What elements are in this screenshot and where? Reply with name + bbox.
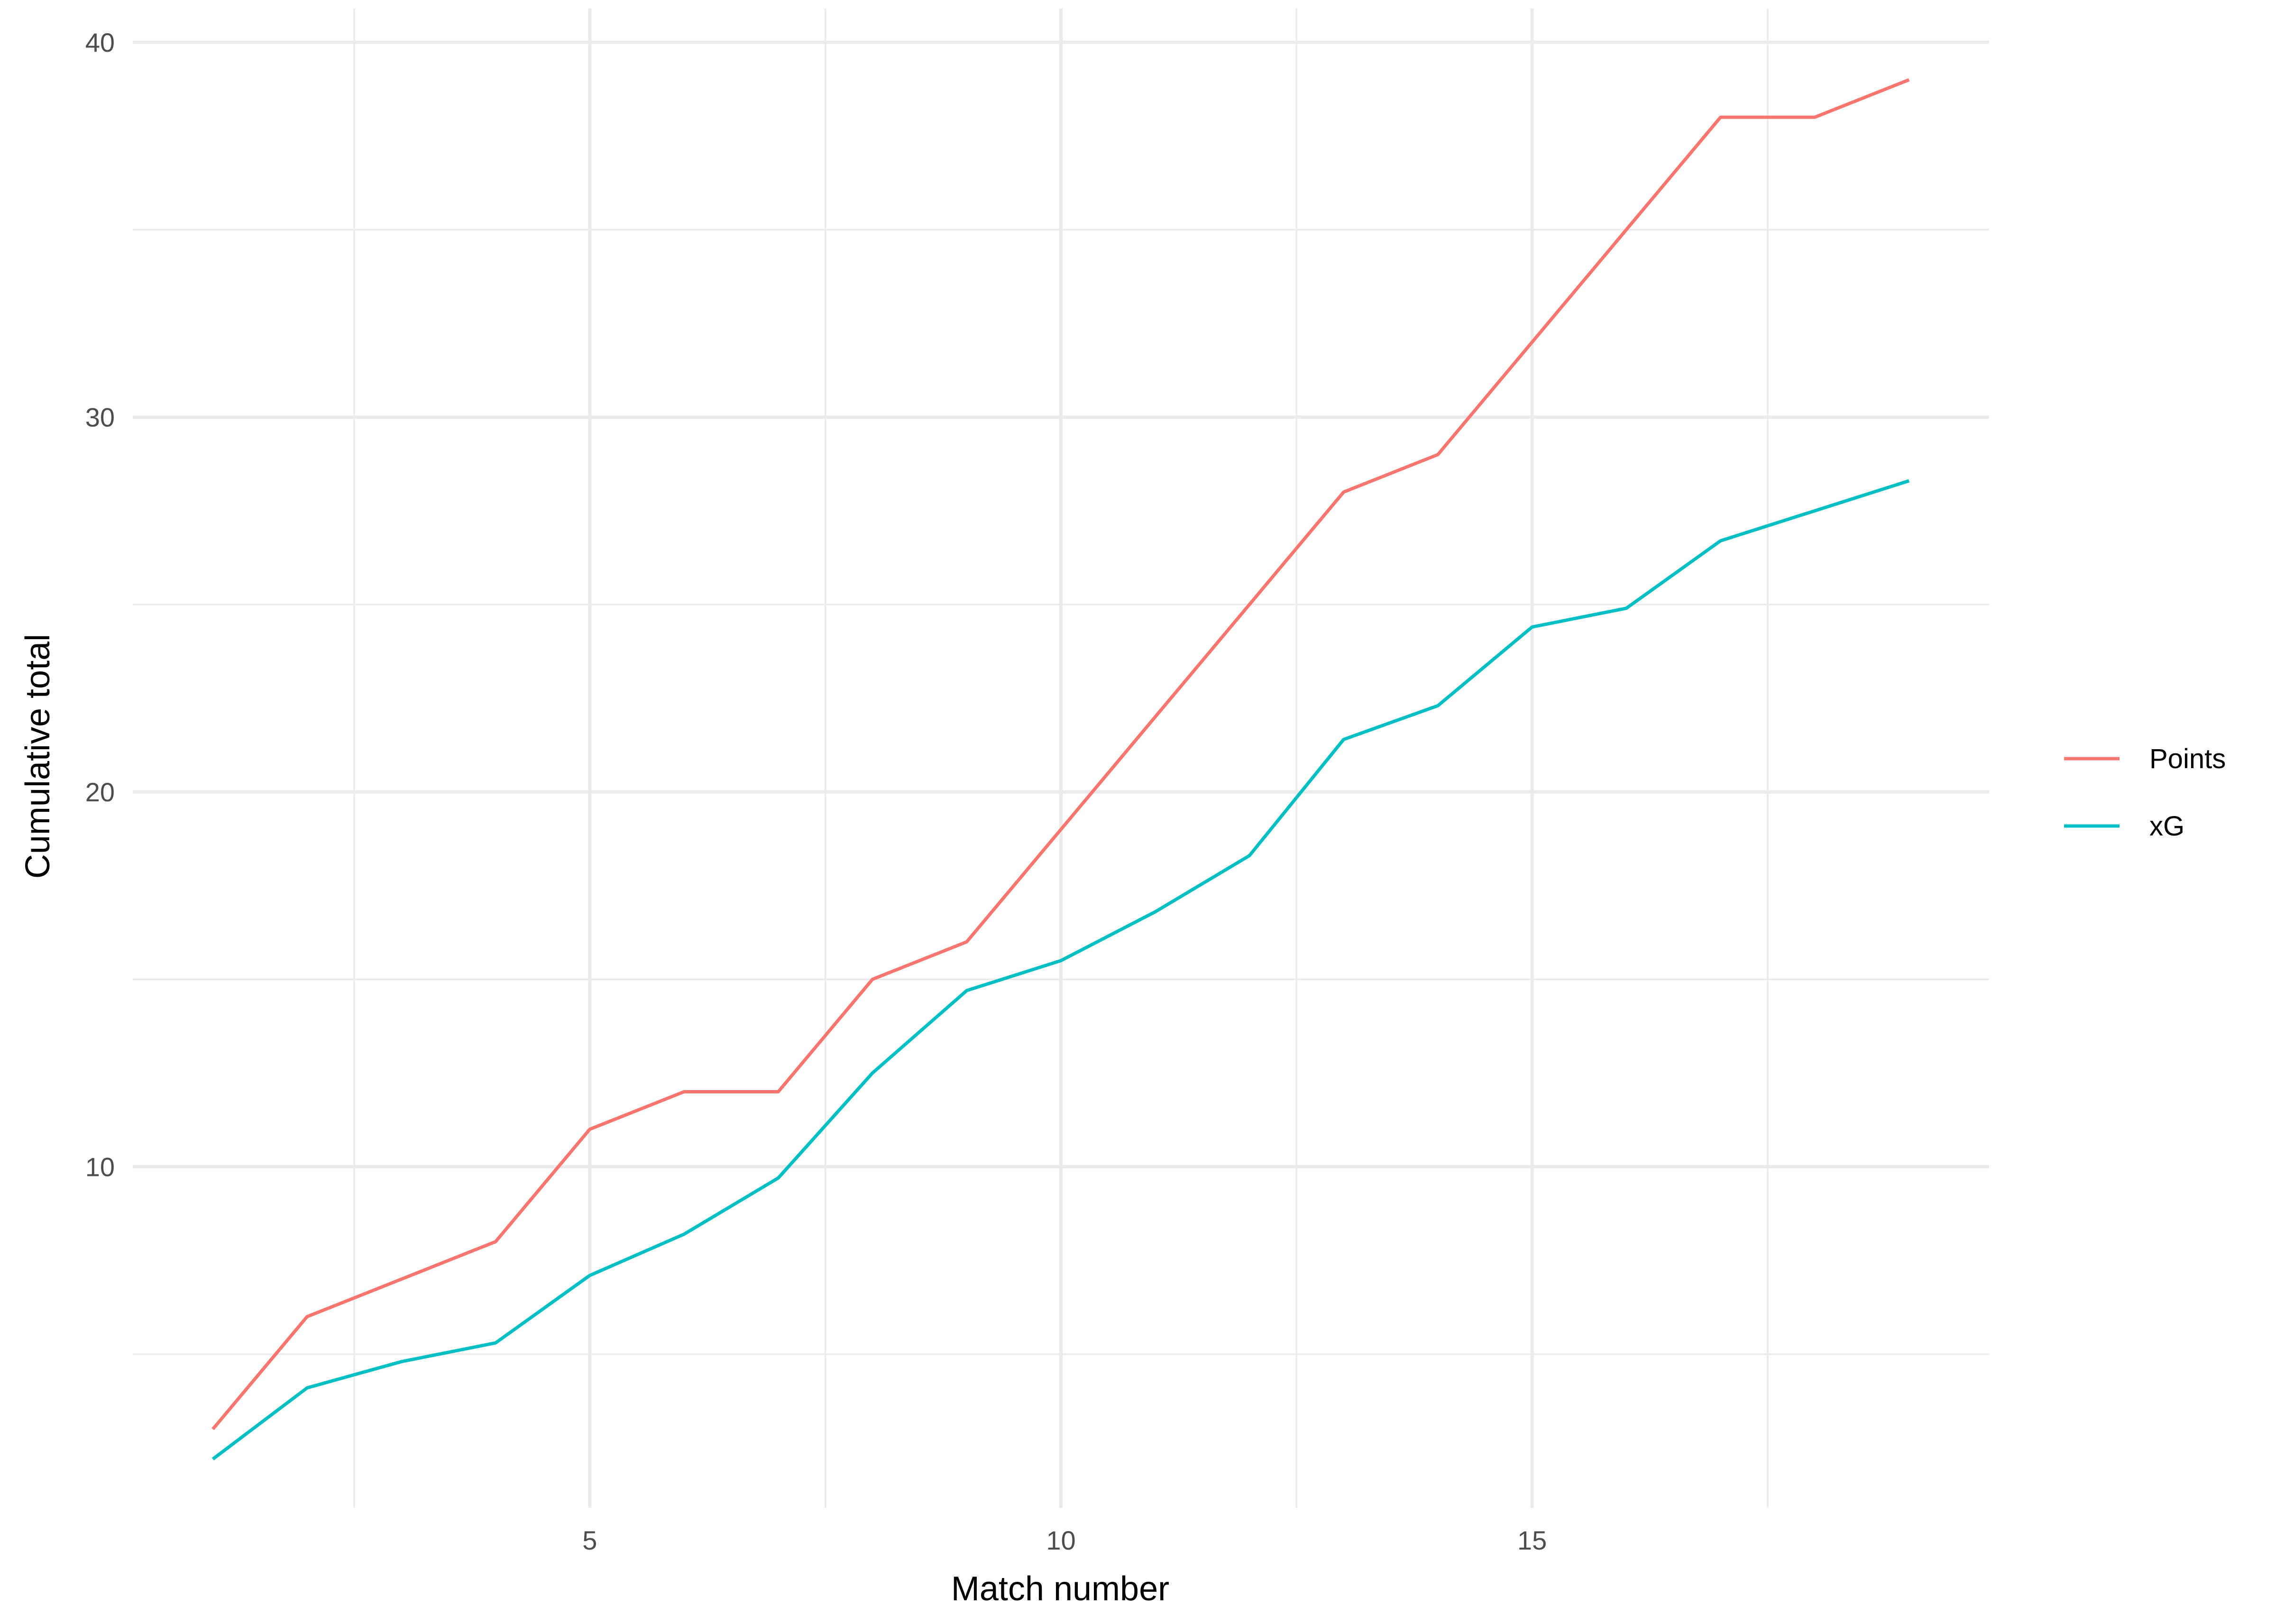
x-tick-label: 10 bbox=[1046, 1525, 1075, 1555]
legend: Points xG bbox=[2064, 743, 2226, 842]
y-tick-label: 30 bbox=[85, 403, 115, 432]
x-tick-label: 5 bbox=[582, 1525, 597, 1555]
y-axis-title: Cumulative total bbox=[19, 634, 57, 879]
y-tick-label: 40 bbox=[85, 28, 115, 57]
series-lines bbox=[211, 78, 1910, 1460]
tick-labels: 10 20 30 40 5 10 15 bbox=[85, 28, 1547, 1555]
y-tick-label: 10 bbox=[85, 1152, 115, 1182]
grid-lines bbox=[133, 9, 1989, 1508]
legend-label-points: Points bbox=[2149, 743, 2226, 774]
series-line-xg bbox=[211, 479, 1910, 1460]
legend-label-xg: xG bbox=[2149, 811, 2184, 842]
y-tick-label: 20 bbox=[85, 777, 115, 807]
series-line-points bbox=[211, 78, 1910, 1431]
x-axis-title: Match number bbox=[951, 1570, 1169, 1608]
x-tick-label: 15 bbox=[1517, 1525, 1547, 1555]
